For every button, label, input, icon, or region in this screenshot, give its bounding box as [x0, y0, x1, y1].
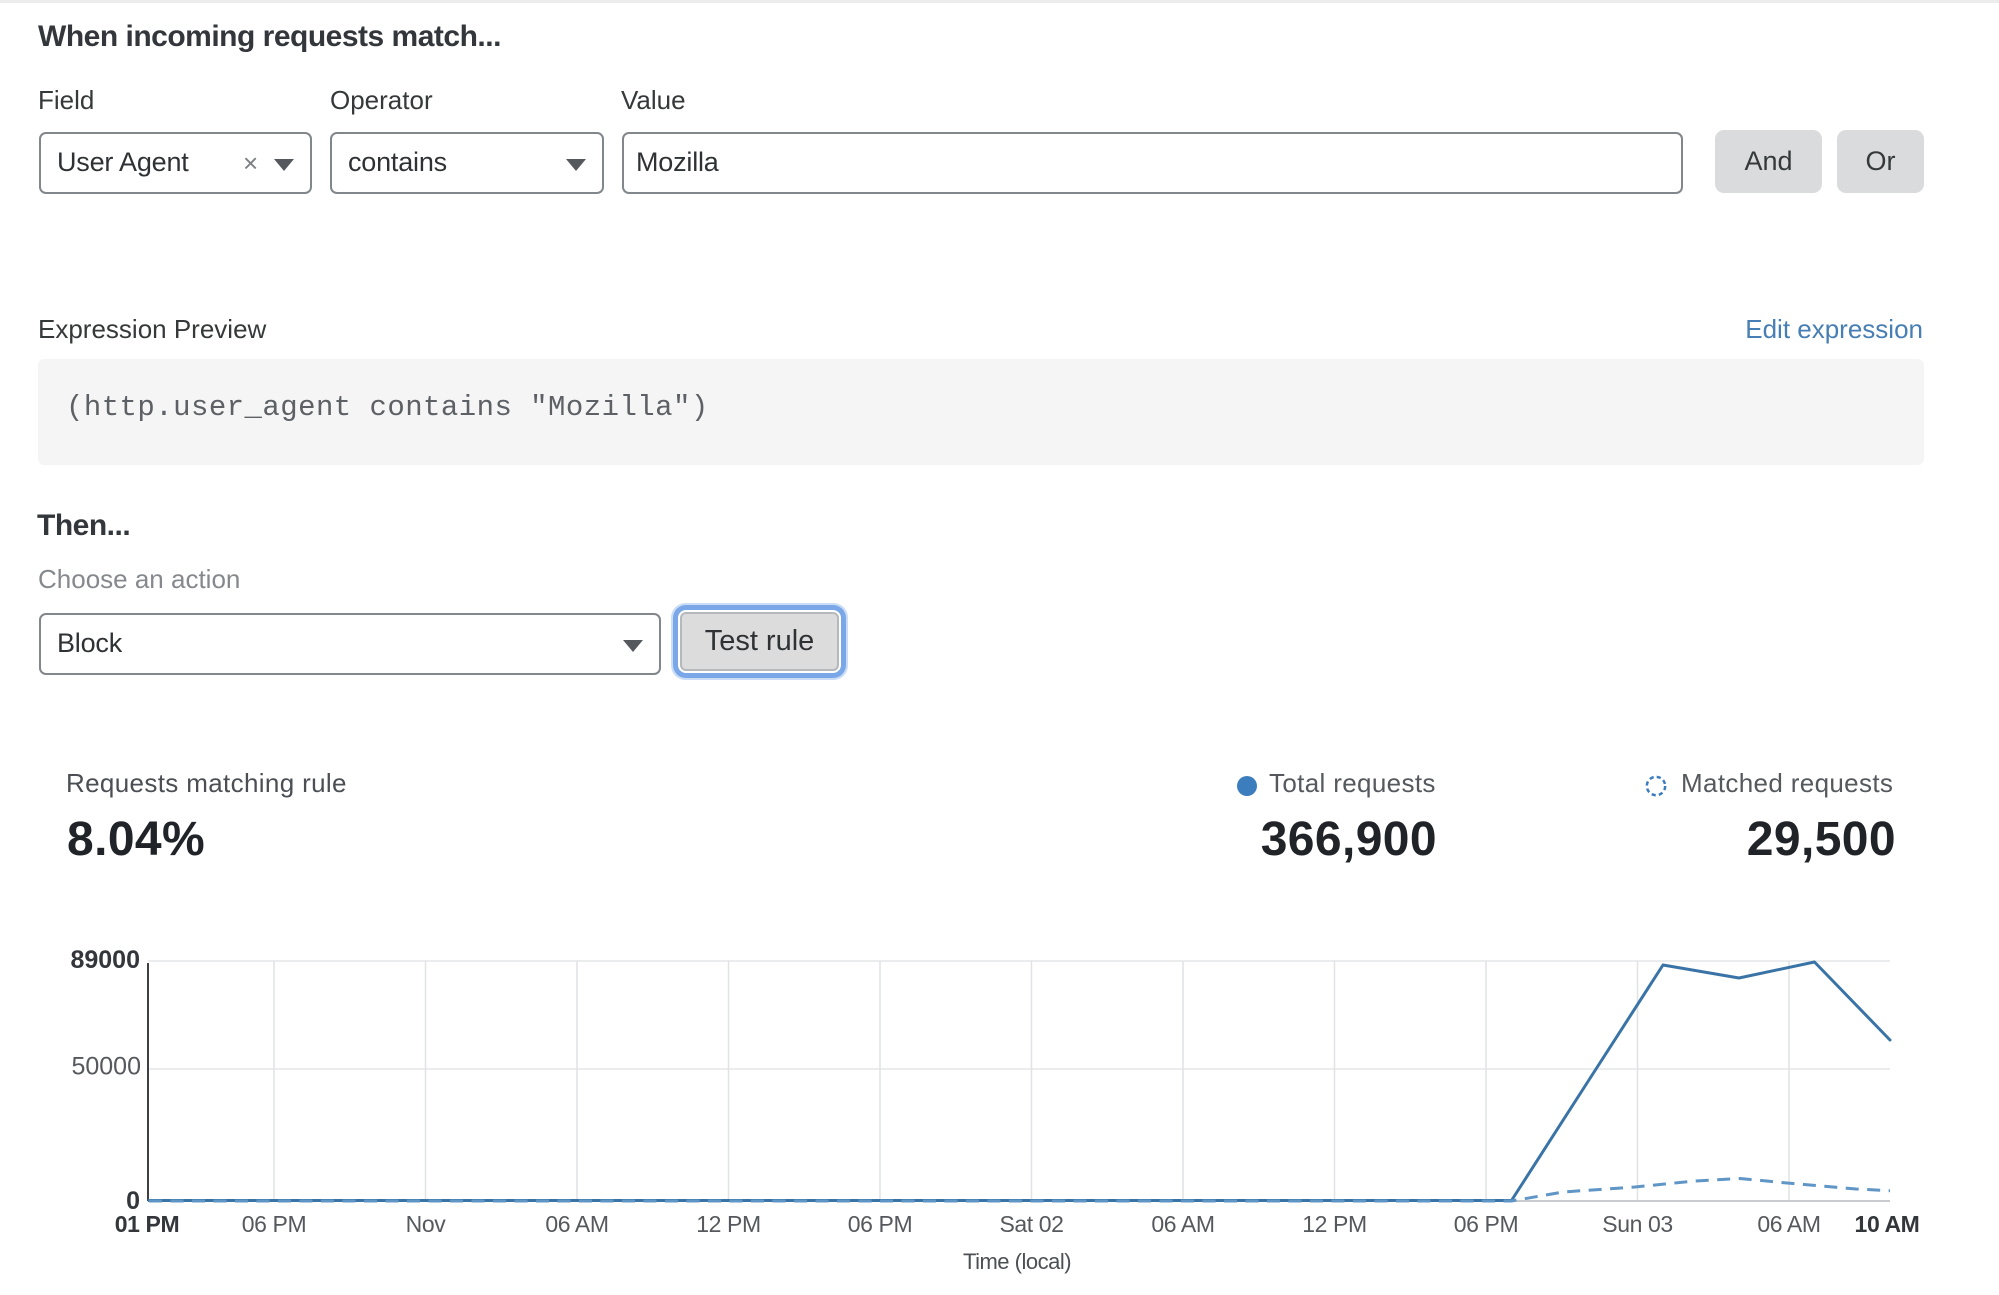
svg-text:06 AM: 06 AM	[545, 1211, 608, 1237]
svg-text:10 AM: 10 AM	[1855, 1211, 1920, 1237]
svg-text:12 PM: 12 PM	[1302, 1211, 1366, 1237]
svg-text:50000: 50000	[71, 1053, 141, 1081]
svg-text:Sat 02: Sat 02	[999, 1211, 1063, 1237]
svg-text:06 PM: 06 PM	[848, 1211, 912, 1237]
svg-text:12 PM: 12 PM	[696, 1211, 760, 1237]
svg-text:06 PM: 06 PM	[1454, 1211, 1518, 1237]
svg-text:0: 0	[126, 1187, 140, 1215]
svg-text:06 AM: 06 AM	[1151, 1211, 1214, 1237]
svg-text:06 PM: 06 PM	[242, 1211, 306, 1237]
svg-text:89000: 89000	[70, 946, 140, 974]
svg-text:Nov: Nov	[406, 1211, 447, 1237]
svg-text:01 PM: 01 PM	[115, 1211, 179, 1237]
svg-text:Time (local): Time (local)	[963, 1249, 1071, 1274]
svg-text:06 AM: 06 AM	[1757, 1211, 1820, 1237]
svg-text:Sun 03: Sun 03	[1602, 1211, 1673, 1237]
